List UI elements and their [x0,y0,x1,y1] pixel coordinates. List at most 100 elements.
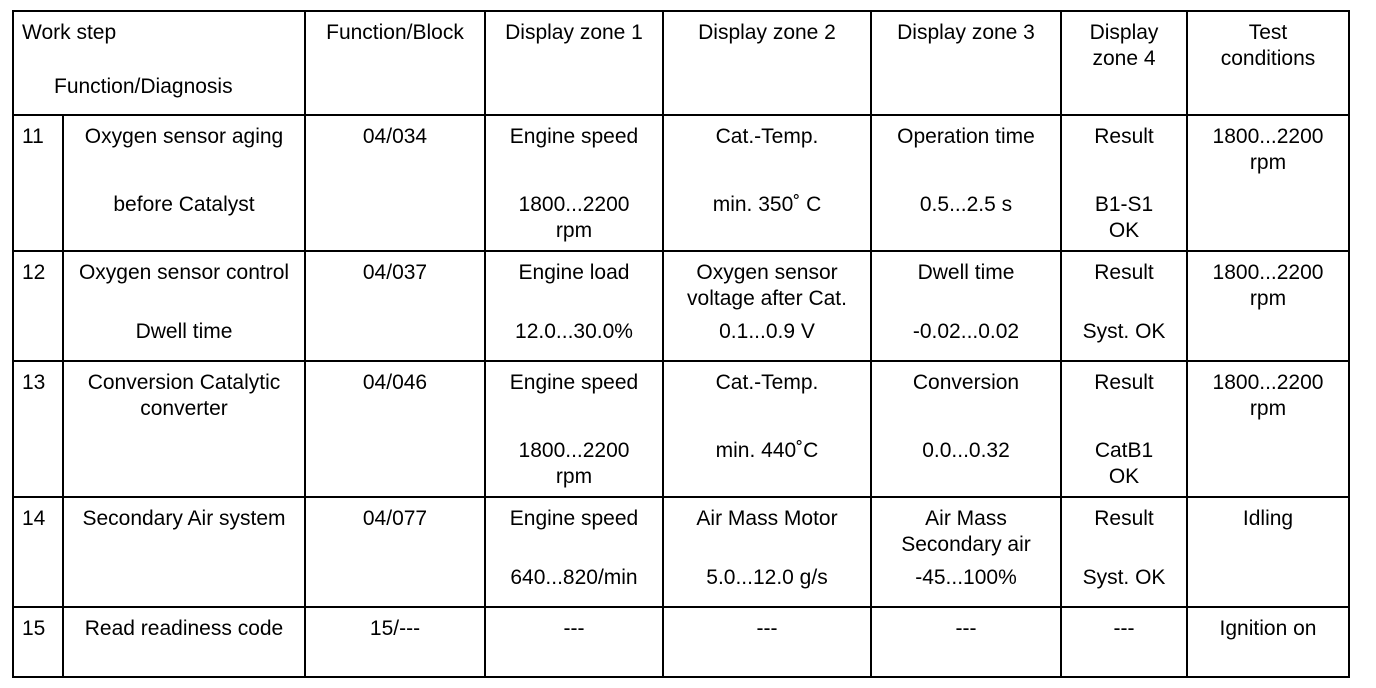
block-label: 04/077 [362,507,428,530]
display-zone-2-cell: --- [662,606,872,678]
display-zone-1-cell: Engine speed 1800...2200 rpm [484,360,664,498]
display-zone-2-label: Cat.-Temp. [715,125,819,148]
block-label: 04/046 [362,371,428,394]
display-zone-4-cell: --- [1060,606,1188,678]
display-zone-4-cell: Result B1-S1 OK [1060,114,1188,252]
display-zone-1-value: 12.0...30.0% [515,320,633,343]
block-cell: 04/077 [304,496,486,608]
display-zone-2-value: 5.0...12.0 g/s [706,566,828,589]
test-conditions-label: 1800...2200 rpm [1212,371,1324,420]
test-conditions-cell: 1800...2200 rpm [1186,360,1350,498]
function-cell: Oxygen sensor control Dwell time [62,250,306,362]
step-cell: 12 [12,250,64,362]
table-row: 11 Oxygen sensor aging before Catalyst 04/0… [12,114,1350,252]
test-conditions-label: 1800...2200 rpm [1212,125,1324,174]
display-zone-4-value: Syst. OK [1082,320,1166,343]
step-cell: 11 [12,114,64,252]
step-cell: 13 [12,360,64,498]
display-zone-1-label: Engine speed [509,507,639,530]
step-cell: 15 [12,606,64,678]
display-zone-4-label: --- [1113,617,1135,640]
display-zone-3-value: -0.02...0.02 [912,320,1020,343]
display-zone-2-label: --- [756,617,778,640]
display-zone-1-value: 640...820/min [510,566,638,589]
step-cell: 14 [12,496,64,608]
display-zone-3-label: --- [955,617,977,640]
display-zone-1-cell: Engine speed 640...820/min [484,496,664,608]
table-row: 15 Read readiness code 15/--- --- --- --- --- I… [12,606,1350,678]
display-zone-3-cell: Dwell time -0.02...0.02 [870,250,1062,362]
block-label: 04/034 [362,125,428,148]
header-row: Work step Function/Diagnosis Function/Bl… [12,10,1350,116]
test-conditions-label: 1800...2200 rpm [1212,261,1324,310]
display-zone-1-cell: Engine load 12.0...30.0% [484,250,664,362]
display-zone-3-cell: Conversion 0.0...0.32 [870,360,1062,498]
display-zone-3-label: Dwell time [917,261,1015,284]
block-label: 15/--- [369,617,421,640]
function-value: Dwell time [135,320,233,343]
header-display-zone-1: Display zone 1 [484,10,664,116]
test-conditions-cell: 1800...2200 rpm [1186,250,1350,362]
display-zone-4-label: Result [1094,125,1154,148]
display-zone-1-label: Engine speed [509,125,639,148]
test-conditions-cell: Ignition on [1186,606,1350,678]
display-zone-1-label: --- [563,617,585,640]
display-zone-3-label: Conversion [912,371,1020,394]
function-value: before Catalyst [113,193,255,216]
display-zone-2-value: 0.1...0.9 V [719,320,815,343]
display-zone-4-label: Result [1094,507,1154,530]
header-test-conditions: Test conditions [1186,10,1350,116]
header-display-zone-2: Display zone 2 [662,10,872,116]
display-zone-1-cell: --- [484,606,664,678]
display-zone-4-value: CatB1 OK [1094,439,1154,488]
display-zone-3-value: 0.0...0.32 [922,439,1010,462]
display-zone-4-label: Result [1094,261,1154,284]
function-cell: Secondary Air system [62,496,306,608]
display-zone-1-value: 1800...2200 rpm [518,193,630,242]
block-label: 04/037 [362,261,428,284]
display-zone-2-cell: Air Mass Motor 5.0...12.0 g/s [662,496,872,608]
header-display-zone-3: Display zone 3 [870,10,1062,116]
display-zone-3-cell: Operation time 0.5...2.5 s [870,114,1062,252]
block-cell: 04/034 [304,114,486,252]
function-label: Oxygen sensor aging [84,125,284,148]
header-display-zone-4: Display zone 4 [1060,10,1188,116]
table-row: 13 Conversion Catalytic converter 04/046 En… [12,360,1350,498]
display-zone-2-cell: Oxygen sensor voltage after Cat. 0.1...0.… [662,250,872,362]
display-zone-2-cell: Cat.-Temp. min. 440˚C [662,360,872,498]
header-work-step-label: Work step [22,21,117,44]
display-zone-1-value: 1800...2200 rpm [518,439,630,488]
display-zone-4-cell: Result CatB1 OK [1060,360,1188,498]
display-zone-3-label: Air Mass Secondary air [901,507,1031,556]
function-cell: Oxygen sensor aging before Catalyst [62,114,306,252]
display-zone-1-label: Engine speed [509,371,639,394]
function-label: Conversion Catalytic converter [87,371,281,420]
display-zone-4-cell: Result Syst. OK [1060,250,1188,362]
test-conditions-cell: 1800...2200 rpm [1186,114,1350,252]
function-label: Oxygen sensor control [78,261,290,284]
display-zone-3-cell: Air Mass Secondary air -45...100% [870,496,1062,608]
display-zone-1-label: Engine load [518,261,630,284]
test-conditions-label: Ignition on [1219,617,1317,640]
display-zone-2-label: Oxygen sensor voltage after Cat. [687,261,847,310]
block-cell: 15/--- [304,606,486,678]
function-label: Read readiness code [84,617,284,640]
display-zone-4-value: Syst. OK [1082,566,1166,589]
function-cell: Read readiness code [62,606,306,678]
display-zone-4-cell: Result Syst. OK [1060,496,1188,608]
header-function-block: Function/Block [304,10,486,116]
display-zone-3-cell: --- [870,606,1062,678]
block-cell: 04/037 [304,250,486,362]
table-row: 14 Secondary Air system 04/077 Engine speed… [12,496,1350,608]
function-label: Secondary Air system [82,507,286,530]
header-work-step: Work step Function/Diagnosis [12,10,306,116]
display-zone-4-value: B1-S1 OK [1094,193,1154,242]
display-zone-4-label: Result [1094,371,1154,394]
display-zone-2-label: Cat.-Temp. [715,371,819,394]
test-conditions-cell: Idling [1186,496,1350,608]
display-zone-3-value: 0.5...2.5 s [919,193,1013,216]
diagnosis-table: Work step Function/Diagnosis Function/Bl… [12,10,1350,678]
display-zone-2-label: Air Mass Motor [696,507,838,530]
block-cell: 04/046 [304,360,486,498]
test-conditions-label: Idling [1242,507,1294,530]
